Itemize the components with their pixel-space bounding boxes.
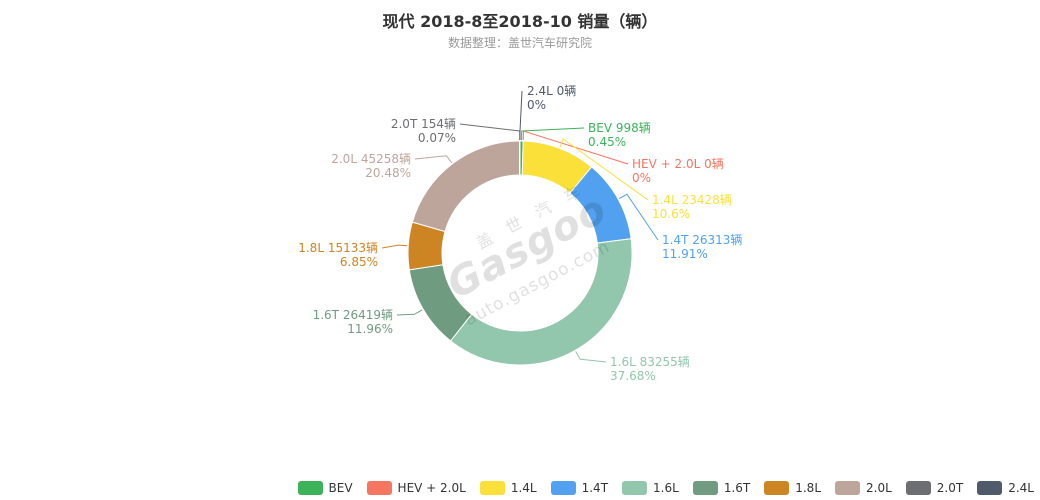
chart-title: 现代 2018-8至2018-10 销量（辆） [382,12,658,31]
legend-item-2-0t[interactable]: 2.0T [905,481,964,495]
legend-item-1-4l[interactable]: 1.4L [479,481,537,495]
data-label-1-6l: 1.6L 83255辆 [610,355,690,369]
legend-label-2-0t: 2.0T [936,481,964,495]
legend-item-hev-2-0l[interactable]: HEV + 2.0L [366,481,466,495]
legend-item-1-8l[interactable]: 1.8L [764,481,821,495]
chart-legend: BEV HEV + 2.0L 1.4L 1.4T 1.6L 1.6T 1.8L 2.0L 2.0… [297,480,1034,496]
legend-swatch-1-4t [550,481,576,495]
percent-label-2-0t: 0.07% [418,131,456,145]
data-label-hev-2-0l: HEV + 2.0L 0辆 [632,157,724,171]
legend-label-1-6l: 1.6L [653,481,679,495]
legend-swatch-1-8l [764,481,790,495]
data-label-1-8l: 1.8L 15133辆 [298,241,378,255]
legend-label-hev-2-0l: HEV + 2.0L [397,481,466,495]
slice-1-6l[interactable] [449,238,633,366]
data-label-1-6t: 1.6T 26419辆 [313,308,393,322]
leader-line-2-0l [414,155,453,164]
chart-subtitle: 数据整理：盖世汽车研究院 [447,36,592,50]
legend-swatch-1-6l [622,481,648,495]
percent-label-1-4t: 11.91% [662,247,708,261]
legend-item-1-6l[interactable]: 1.6L [622,481,679,495]
data-label-2-0l: 2.0L 45258辆 [331,152,411,166]
legend-item-2-4l[interactable]: 2.4L [977,481,1034,495]
legend-label-1-8l: 1.8L [795,481,822,495]
legend-swatch-2-0t [905,481,931,495]
legend-label-1-4t: 1.4T [581,481,609,495]
legend-item-1-6t[interactable]: 1.6T [692,481,751,495]
legend-item-bev[interactable]: BEV [297,481,353,495]
data-label-bev: BEV 998辆 [588,121,651,135]
leader-line-1-4t [618,193,659,241]
legend-swatch-1-4l [479,481,505,495]
slice-2-0l[interactable] [411,140,521,233]
percent-label-1-6l: 37.68% [610,369,656,383]
leader-line-1-6l [575,351,607,363]
leader-line-bev [521,127,585,141]
legend-swatch-1-6t [692,481,718,495]
data-label-2-4l: 2.4L 0辆 [527,84,576,98]
leader-line-2-0t [459,123,521,141]
percent-label-1-6t: 11.96% [347,322,393,336]
legend-item-1-4t[interactable]: 1.4T [550,481,609,495]
legend-swatch-hev-2-0l [366,481,392,495]
percent-label-2-4l: 0% [527,98,546,112]
legend-label-1-6t: 1.6T [723,481,751,495]
percent-label-bev: 0.45% [588,135,626,149]
legend-label-2-4l: 2.4L [1008,481,1034,495]
legend-swatch-2-0l [835,481,861,495]
percent-label-hev-2-0l: 0% [632,171,651,185]
legend-swatch-2-4l [977,481,1003,495]
data-label-1-4t: 1.4T 26313辆 [662,233,742,247]
leader-line-1-8l [381,244,408,249]
leader-line-1-4l [559,138,649,201]
percent-label-2-0l: 20.48% [365,166,411,180]
legend-item-2-0l[interactable]: 2.0L [835,481,892,495]
leader-line-2-4l [519,90,523,140]
data-label-1-4l: 1.4L 23428辆 [652,193,732,207]
leader-line-1-6t [396,309,423,316]
legend-label-bev: BEV [328,481,353,495]
data-label-2-0t: 2.0T 154辆 [391,117,456,131]
leader-line-hev-2-0l [522,130,629,165]
percent-label-1-8l: 6.85% [340,255,378,269]
legend-label-2-0l: 2.0L [866,481,892,495]
percent-label-1-4l: 10.6% [652,207,690,221]
legend-swatch-bev [297,481,323,495]
legend-label-1-4l: 1.4L [510,481,537,495]
